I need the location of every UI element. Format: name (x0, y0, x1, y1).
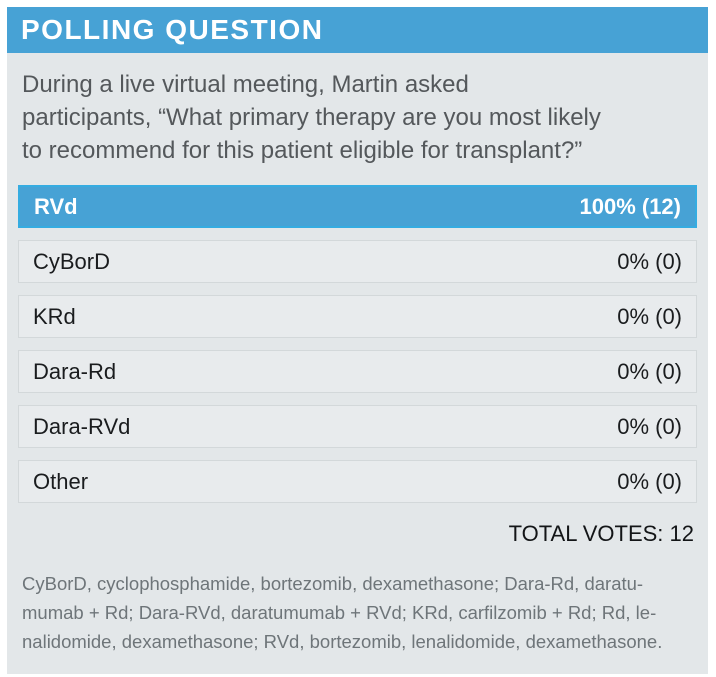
abbreviations-footnote: CyBorD, cyclophosphamide, bortezomib, de… (18, 569, 697, 656)
poll-option-label: RVd (34, 193, 78, 219)
polling-question-body: During a live virtual meeting, Martin as… (7, 53, 708, 674)
poll-option-result: 0% (0) (617, 303, 682, 329)
footnote-line: nalidomide, dexamethasone; RVd, bortezom… (22, 631, 663, 652)
poll-option-label: CyBorD (33, 248, 111, 274)
total-votes: TOTAL VOTES: 12 (508, 521, 694, 546)
poll-option-row[interactable]: Dara-Rd 0% (0) (18, 350, 697, 393)
question-text: During a live virtual meeting, Martin as… (18, 68, 697, 167)
question-line: participants, “What primary therapy are … (22, 104, 601, 131)
poll-option-result: 0% (0) (617, 468, 682, 494)
footnote-line: CyBorD, cyclophosphamide, bortezomib, de… (22, 573, 644, 594)
poll-option-label: Dara-RVd (33, 413, 131, 439)
polling-question-title: POLLING QUESTION (21, 14, 324, 45)
poll-option-row[interactable]: CyBorD 0% (0) (18, 240, 697, 283)
poll-option-result: 100% (12) (579, 193, 681, 219)
poll-option-row[interactable]: Other 0% (0) (18, 460, 697, 503)
poll-option-row[interactable]: Dara-RVd 0% (0) (18, 405, 697, 448)
poll-option-result: 0% (0) (617, 413, 682, 439)
polling-question-widget: POLLING QUESTION During a live virtual m… (7, 7, 708, 674)
footnote-line: mumab + Rd; Dara-RVd, daratumumab + RVd;… (22, 602, 657, 623)
question-line: During a live virtual meeting, Martin as… (22, 71, 469, 98)
poll-option-label: Other (33, 468, 89, 494)
poll-options: RVd 100% (12) CyBorD 0% (0) KRd 0% (0) D… (18, 185, 697, 503)
poll-option-bar-fill (20, 187, 695, 226)
poll-option-row[interactable]: KRd 0% (0) (18, 295, 697, 338)
poll-option-result: 0% (0) (617, 358, 682, 384)
question-line: to recommend for this patient eligible f… (22, 137, 583, 164)
polling-question-header: POLLING QUESTION (7, 7, 708, 53)
poll-option-result: 0% (0) (617, 248, 682, 274)
poll-option-label: Dara-Rd (33, 358, 117, 384)
poll-option-row[interactable]: RVd 100% (12) (18, 185, 697, 228)
poll-option-label: KRd (33, 303, 76, 329)
